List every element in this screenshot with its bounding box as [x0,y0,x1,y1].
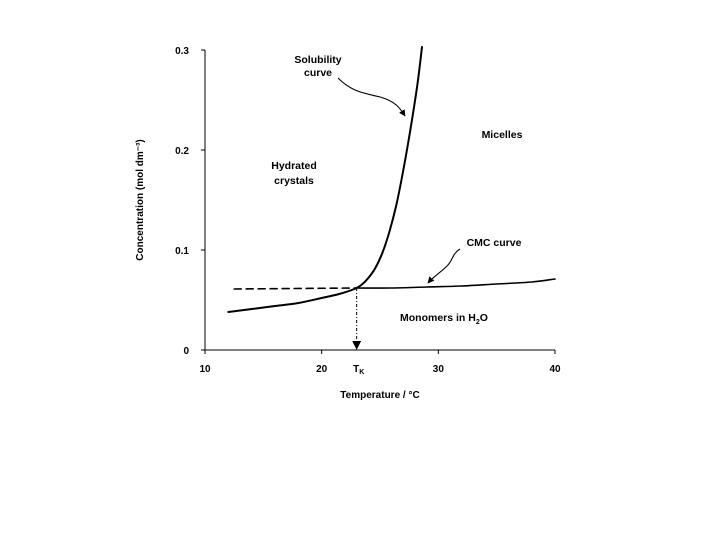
callout-cmc: CMC curve [467,237,522,249]
y-tick-label: 0.2 [175,146,189,157]
series-line-solubility-curve [227,46,423,313]
callout-solubility-arrow [337,77,406,117]
region-monomers-sub: 2 [476,319,480,326]
x-axis-title: Temperature / °C [340,390,419,401]
y-tick-label: 0.1 [175,246,189,257]
x-tick-label: 20 [316,364,328,375]
plot-frame [204,50,555,351]
region-monomers-tail: O [480,312,488,324]
region-monomers: Monomers in H2O [400,312,488,326]
region-monomers-text: Monomers in H [400,312,476,324]
x-tick-label: 40 [549,364,561,375]
krafft-label-sub: K [359,369,364,376]
y-tick-label: 0.3 [175,46,189,57]
region-micelles: Micelles [482,129,523,141]
x-tick-label: 10 [199,364,211,375]
callout-cmc-arrow [427,248,461,284]
krafft-label-main: T [353,364,359,375]
region-hydrated-line-1: Hydrated [271,160,317,172]
x-tick-label: 30 [433,364,445,375]
series-layer [227,46,556,313]
series-line-cmc-curve [355,278,556,289]
krafft-point-label: TK [353,364,364,376]
y-axis-title: Concentration (mol dm⁻³) [135,139,146,260]
series-line-cmc-extension [233,287,358,290]
callout-solubility-line-1: Solubility [294,54,341,66]
y-tick-label: 0 [183,346,189,357]
region-hydrated-line-2: crystals [274,175,314,187]
callout-solubility-line-2: curve [304,67,332,79]
ticks: 10 20 30 40 0 0.1 0.2 0.3 [175,46,561,375]
